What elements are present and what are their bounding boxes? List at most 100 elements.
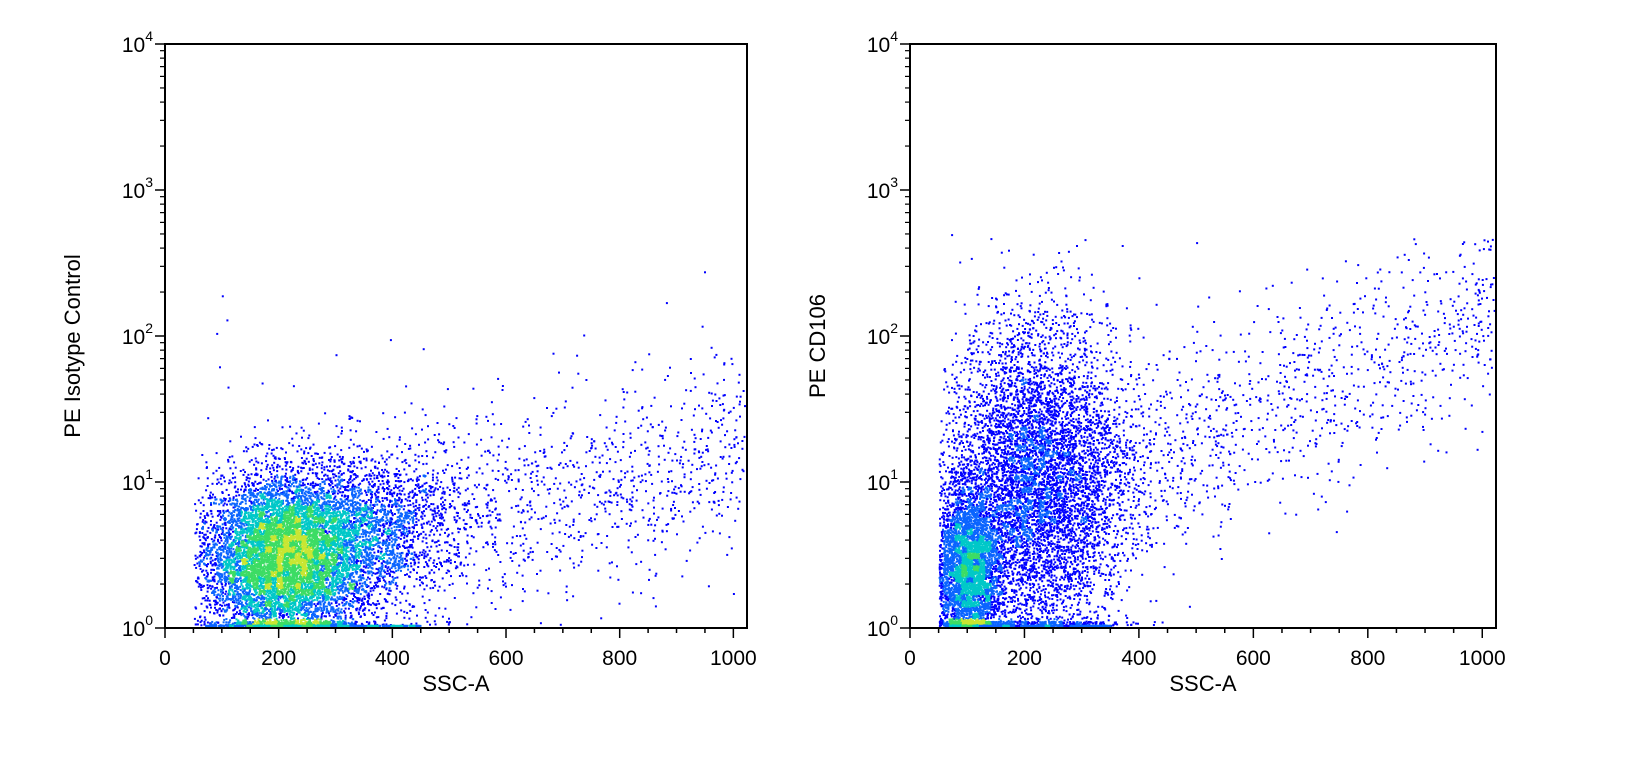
data-point [353,592,356,595]
data-point [341,589,344,592]
data-point [316,591,319,594]
data-point [361,597,364,600]
data-point [335,600,338,603]
data-point [394,541,397,544]
data-point [210,538,213,541]
data-point [321,525,324,528]
data-point [348,561,351,564]
data-point [221,583,224,586]
data-point [270,616,273,619]
data-point [318,590,321,593]
data-point [254,480,257,483]
data-point [301,509,304,512]
data-point [206,477,209,480]
data-point [344,616,347,619]
data-point [245,446,248,449]
data-point [224,563,227,566]
data-point [337,573,340,576]
data-point [327,494,330,497]
data-point [199,615,202,618]
data-point [318,456,321,459]
data-point [332,500,335,503]
data-point [205,461,208,464]
data-point [271,449,274,452]
data-point [226,558,229,561]
data-point [287,554,290,557]
data-point [253,489,256,492]
data-point [237,538,240,541]
data-point [347,550,350,553]
data-point [230,542,233,544]
data-point [355,608,358,611]
data-point [207,545,210,548]
data-point [241,485,243,488]
data-point [385,572,388,575]
data-point [265,571,268,574]
data-point [217,540,220,543]
data-point [298,572,301,575]
data-point [242,468,245,471]
data-point [279,481,282,484]
data-point [301,461,304,464]
data-point [307,613,310,616]
data-point [219,580,222,583]
data-point [273,498,276,501]
data-point [271,564,274,567]
data-point [349,600,352,602]
data-point [389,589,392,592]
data-point [317,522,320,525]
data-points [193,271,746,627]
data-point [209,580,212,582]
data-point [253,426,256,429]
data-point [308,601,311,604]
data-point [225,538,227,541]
data-point [273,461,276,464]
data-point [371,612,373,615]
data-point [233,518,236,521]
data-point [295,595,298,598]
data-point [223,618,226,621]
data-point [371,574,374,577]
data-point [325,465,328,468]
data-point [269,467,272,470]
data-point [224,540,227,543]
data-point [220,554,223,557]
data-point [246,581,249,583]
data-point [201,597,204,600]
data-point [347,506,350,509]
data-point [305,607,308,609]
data-point [200,589,203,591]
data-point [303,495,306,498]
data-point [206,512,209,515]
data-point [362,577,365,580]
data-point [365,621,368,623]
data-point [300,448,303,451]
data-point [249,595,252,598]
data-point [298,569,301,572]
data-point [320,607,323,610]
data-point [215,621,218,624]
data-point [206,557,208,560]
data-point [262,608,265,611]
data-point [268,444,271,446]
data-point [220,578,223,581]
data-point [294,473,297,476]
data-point [292,474,295,477]
data-point [231,601,234,603]
data-point [246,604,249,607]
data-point [214,502,217,505]
data-point [347,465,350,467]
data-point [241,494,244,497]
data-point [238,509,241,511]
data-point [244,471,246,474]
data-point [268,508,271,511]
data-point [361,574,364,577]
data-point [248,499,251,502]
data-point [332,583,334,586]
data-point [214,534,217,537]
data-point [263,539,266,542]
data-point [202,519,205,521]
data-point [200,584,203,587]
data-point [240,506,243,509]
data-point [352,508,355,511]
